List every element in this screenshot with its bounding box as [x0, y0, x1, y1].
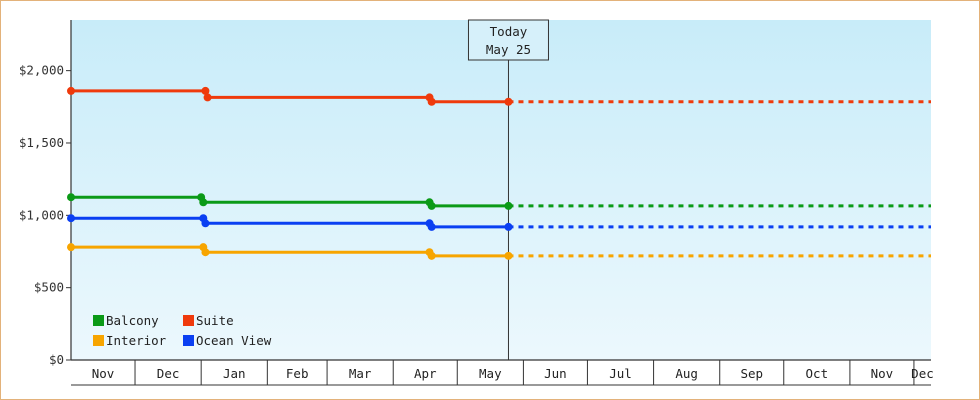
suite-data-point [67, 86, 75, 95]
balcony-legend-swatch [93, 315, 104, 326]
today-label-box [467, 19, 549, 61]
x-tick-label: Oct [806, 366, 829, 381]
interior-legend-swatch [93, 335, 104, 346]
ocean-view-data-point [504, 222, 513, 231]
balcony-data-point [199, 198, 208, 207]
y-tick-label: $1,000 [19, 207, 64, 222]
y-tick-label: $0 [49, 352, 64, 367]
y-tick-label: $500 [34, 280, 64, 295]
x-tick-label: Nov [92, 366, 115, 381]
ocean-view-legend-swatch [183, 335, 194, 346]
today-label-date: May 25 [486, 42, 531, 57]
suite-data-point [504, 97, 513, 106]
interior-data-point [201, 248, 210, 257]
x-tick-label: Jan [223, 366, 246, 381]
suite-series-line [71, 89, 509, 104]
interior-data-point [504, 251, 513, 260]
x-tick-label: Mar [349, 366, 372, 381]
x-tick-label: May [479, 366, 502, 381]
balcony-data-point [504, 201, 513, 210]
balcony-legend-label: Balcony [106, 313, 159, 328]
x-tick-label: Dec [911, 366, 934, 381]
interior-data-point [427, 251, 436, 260]
x-tick-label: Jul [609, 366, 632, 381]
ocean-view-data-point [67, 214, 75, 223]
ocean-view-series-line [71, 216, 509, 229]
suite-legend-label: Suite [196, 313, 234, 328]
x-tick-label: Jun [544, 366, 567, 381]
today-label-title: Today [490, 24, 528, 39]
suite-legend-swatch [183, 315, 194, 326]
interior-data-point [67, 243, 75, 252]
ocean-view-legend-label: Ocean View [196, 333, 272, 348]
x-tick-label: Apr [414, 366, 437, 381]
ocean-view-data-point [201, 219, 210, 228]
balcony-data-point [67, 193, 75, 202]
balcony-data-point [427, 201, 436, 210]
x-tick-label: Aug [675, 366, 698, 381]
suite-data-point [201, 86, 210, 95]
plot-background [71, 20, 931, 360]
y-tick-label: $2,000 [19, 63, 64, 78]
ocean-view-data-point [427, 222, 436, 231]
interior-series-line [71, 245, 509, 258]
x-tick-label: Feb [286, 366, 309, 381]
balcony-series-line [71, 195, 509, 208]
suite-data-point [203, 93, 212, 102]
interior-legend-label: Interior [106, 333, 167, 348]
x-tick-label: Dec [157, 366, 180, 381]
suite-data-point [427, 97, 436, 106]
y-tick-label: $1,500 [19, 135, 64, 150]
x-tick-label: Nov [871, 366, 894, 381]
x-tick-label: Sep [740, 366, 763, 381]
